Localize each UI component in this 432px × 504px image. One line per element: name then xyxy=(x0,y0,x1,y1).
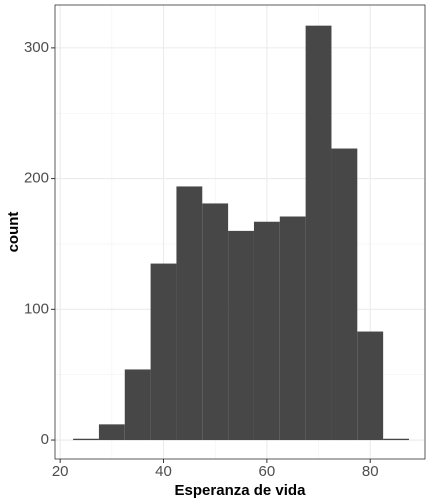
bar xyxy=(228,230,254,441)
y-tick-label: 300 xyxy=(24,39,49,56)
y-tick-label: 0 xyxy=(41,431,49,448)
x-tick-label: 60 xyxy=(259,463,276,480)
bar xyxy=(305,25,332,441)
bar xyxy=(383,438,409,441)
bar xyxy=(253,221,280,441)
y-tick-label: 200 xyxy=(24,170,49,187)
bar xyxy=(73,438,99,441)
bar xyxy=(357,331,384,441)
y-axis-title: count xyxy=(5,212,22,253)
bar xyxy=(124,369,151,441)
x-tick-label: 20 xyxy=(52,463,69,480)
plot-border xyxy=(54,4,426,460)
bar xyxy=(176,186,203,441)
x-axis-title: Esperanza de vida xyxy=(175,482,307,499)
x-tick-label: 40 xyxy=(155,463,172,480)
bar xyxy=(331,148,358,441)
y-tick-label: 100 xyxy=(24,300,49,317)
bar xyxy=(98,424,125,441)
bar xyxy=(202,203,229,441)
bar xyxy=(279,216,306,441)
bar xyxy=(150,263,177,441)
x-tick-label: 80 xyxy=(362,463,379,480)
